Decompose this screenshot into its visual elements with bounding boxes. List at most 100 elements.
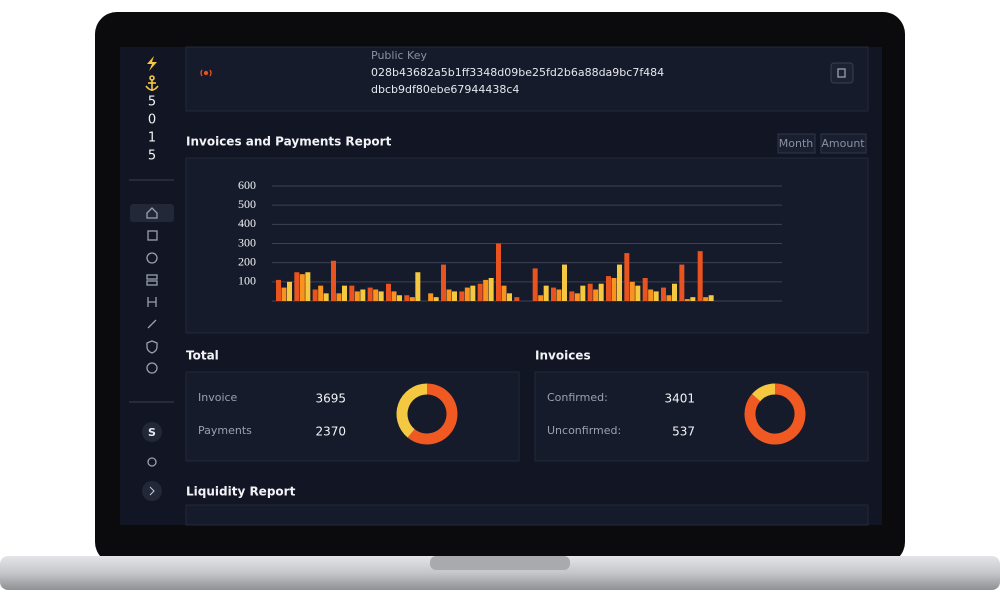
bar bbox=[598, 283, 604, 301]
total-title: Total bbox=[186, 349, 219, 363]
status-icon bbox=[200, 69, 212, 77]
bar bbox=[391, 291, 397, 301]
bar bbox=[703, 297, 709, 301]
bar bbox=[404, 295, 410, 301]
bar bbox=[666, 295, 672, 301]
laptop-notch bbox=[430, 556, 570, 570]
bar bbox=[428, 293, 434, 301]
logo-anchor bbox=[145, 75, 159, 91]
bar bbox=[367, 287, 373, 301]
total-card bbox=[185, 371, 520, 462]
nav-settings[interactable] bbox=[146, 362, 158, 374]
bar bbox=[635, 285, 641, 301]
nav-shield[interactable] bbox=[146, 340, 158, 354]
bar bbox=[433, 297, 439, 301]
bar bbox=[477, 283, 483, 301]
bar bbox=[318, 285, 324, 301]
bar bbox=[305, 272, 311, 301]
key-line: dbcb9df80ebe67944438c4 bbox=[371, 83, 519, 96]
bar bbox=[483, 279, 489, 301]
bar bbox=[488, 278, 494, 301]
bar bbox=[611, 278, 617, 301]
expand-button[interactable] bbox=[142, 481, 162, 501]
bar bbox=[672, 283, 677, 301]
bar bbox=[287, 281, 292, 301]
logo-digit: 0 bbox=[148, 113, 156, 128]
report-title: Invoices and Payments Report bbox=[186, 135, 392, 149]
bar bbox=[574, 293, 580, 301]
bar bbox=[587, 283, 593, 301]
laptop-base bbox=[0, 556, 1000, 590]
bar bbox=[648, 289, 654, 301]
bar bbox=[441, 264, 446, 301]
liquidity-card bbox=[185, 504, 869, 526]
bar bbox=[569, 291, 575, 301]
chart-card bbox=[185, 157, 869, 334]
avatar-letter: S bbox=[148, 426, 156, 439]
donut-segment bbox=[744, 383, 806, 445]
bar bbox=[624, 253, 630, 301]
month-button[interactable] bbox=[777, 133, 816, 154]
logo-bolt bbox=[147, 56, 157, 71]
amount-button[interactable] bbox=[820, 133, 867, 154]
y-tick-label: 100 bbox=[238, 274, 256, 288]
stat-value: 3695 bbox=[315, 392, 346, 406]
bar bbox=[378, 291, 384, 301]
bar bbox=[336, 293, 342, 301]
nav-link[interactable] bbox=[147, 319, 157, 329]
expand-arrow bbox=[149, 486, 155, 496]
nav-target[interactable] bbox=[146, 252, 158, 264]
bar bbox=[349, 285, 355, 301]
nav-server-2[interactable] bbox=[146, 280, 158, 286]
y-tick-label: 200 bbox=[238, 254, 256, 268]
stat-label: Payments bbox=[198, 424, 252, 437]
bar bbox=[543, 285, 549, 301]
month-label: Month bbox=[779, 137, 814, 150]
invoices-title: Invoices bbox=[535, 349, 591, 363]
bar bbox=[514, 297, 520, 301]
nav-server[interactable] bbox=[146, 274, 158, 280]
key-line: 028b43682a5b1ff3348d09be25fd2b6a88da9bc7… bbox=[371, 66, 664, 79]
logo-digit: 5 bbox=[148, 149, 156, 164]
logo-digit: 1 bbox=[148, 131, 156, 146]
bar bbox=[532, 268, 538, 301]
bar bbox=[354, 291, 360, 301]
liquidity-title: Liquidity Report bbox=[186, 485, 296, 499]
donut-segment bbox=[407, 383, 458, 445]
bar bbox=[708, 295, 714, 301]
stat-value: 3401 bbox=[664, 392, 695, 406]
theme-toggle[interactable] bbox=[147, 457, 157, 467]
bar bbox=[409, 297, 415, 301]
bar bbox=[276, 279, 281, 301]
logo-digit: 5 bbox=[148, 95, 156, 110]
bar bbox=[496, 243, 501, 301]
stat-value: 537 bbox=[672, 425, 695, 439]
nav-chip[interactable] bbox=[147, 230, 158, 241]
bar bbox=[464, 287, 470, 301]
stat-label: Confirmed: bbox=[547, 391, 608, 404]
bar bbox=[538, 295, 544, 301]
bar bbox=[294, 272, 300, 301]
bar bbox=[323, 293, 329, 301]
bar bbox=[312, 289, 318, 301]
bar bbox=[697, 251, 703, 301]
nav-home[interactable] bbox=[146, 207, 158, 219]
bar bbox=[415, 272, 421, 301]
bar bbox=[556, 289, 562, 301]
avatar[interactable] bbox=[142, 422, 162, 442]
amount-label: Amount bbox=[821, 137, 865, 150]
key-label: Public Key bbox=[371, 49, 427, 62]
y-tick-label: 500 bbox=[238, 197, 256, 211]
copy-icon bbox=[837, 68, 846, 78]
y-tick-label: 600 bbox=[238, 178, 256, 192]
nav-icons[interactable] bbox=[146, 207, 158, 374]
bar bbox=[562, 264, 567, 301]
copy-button[interactable] bbox=[830, 62, 854, 84]
bar bbox=[580, 285, 586, 301]
y-tick-label: 300 bbox=[238, 235, 256, 249]
bar bbox=[299, 274, 305, 301]
bar bbox=[360, 289, 366, 301]
stat-label: Unconfirmed: bbox=[547, 424, 621, 437]
nav-git[interactable] bbox=[147, 297, 157, 307]
bar bbox=[507, 293, 512, 301]
